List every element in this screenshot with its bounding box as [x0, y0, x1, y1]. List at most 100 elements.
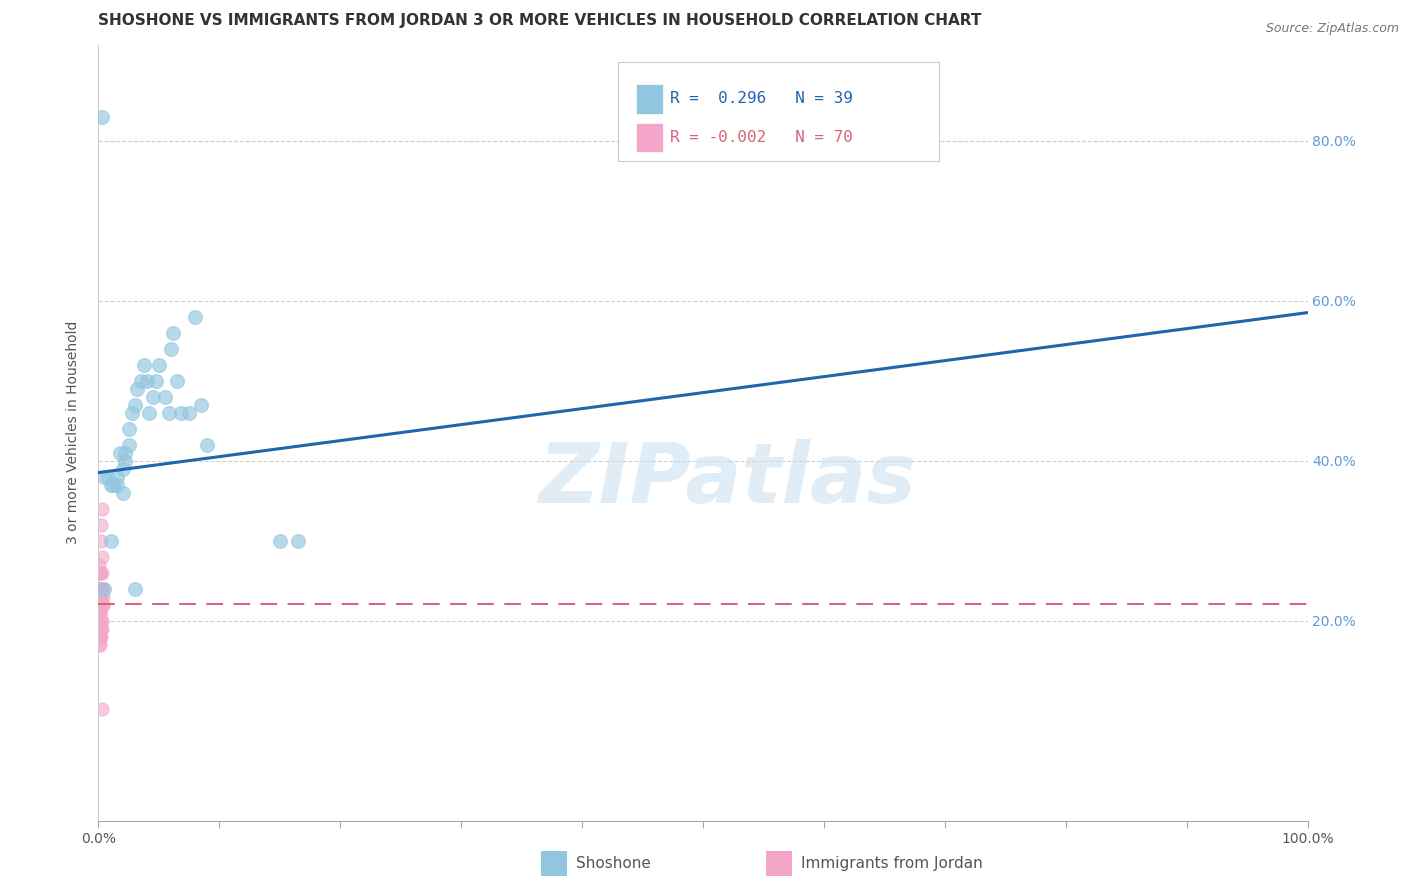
Point — [89, 622, 111, 636]
Point — [87, 582, 110, 596]
Point — [89, 630, 111, 644]
Point — [124, 398, 146, 412]
Point — [105, 477, 128, 491]
Point — [89, 598, 111, 612]
Point — [87, 630, 110, 644]
Point — [90, 598, 112, 612]
Point — [89, 622, 111, 636]
Point — [105, 469, 128, 483]
Point — [89, 630, 111, 644]
Point — [142, 390, 165, 404]
Point — [97, 469, 120, 483]
Point — [91, 590, 114, 604]
Point — [90, 582, 112, 596]
Point — [89, 590, 111, 604]
Point — [148, 358, 170, 372]
Point — [269, 533, 291, 548]
Point — [135, 374, 157, 388]
Point — [87, 622, 110, 636]
Point — [89, 590, 111, 604]
FancyBboxPatch shape — [637, 84, 664, 113]
Point — [153, 390, 176, 404]
Point — [93, 598, 115, 612]
Point — [89, 606, 111, 620]
Point — [89, 622, 111, 636]
Point — [89, 606, 111, 620]
FancyBboxPatch shape — [637, 123, 664, 153]
Point — [162, 326, 184, 340]
Point — [89, 598, 111, 612]
Point — [89, 582, 111, 596]
Text: Immigrants from Jordan: Immigrants from Jordan — [801, 856, 983, 871]
Point — [90, 549, 112, 564]
Point — [184, 310, 207, 324]
Text: R =  0.296   N = 39: R = 0.296 N = 39 — [671, 91, 853, 106]
Point — [90, 517, 112, 532]
Point — [91, 110, 114, 124]
Point — [114, 445, 136, 459]
Point — [89, 582, 111, 596]
Point — [89, 582, 111, 596]
Point — [89, 558, 111, 572]
Point — [90, 566, 112, 580]
Text: R = -0.002   N = 70: R = -0.002 N = 70 — [671, 130, 853, 145]
Point — [89, 598, 111, 612]
Point — [166, 374, 188, 388]
Point — [87, 590, 110, 604]
Point — [89, 582, 111, 596]
Point — [89, 590, 111, 604]
Point — [100, 533, 122, 548]
Point — [89, 566, 111, 580]
Point — [89, 630, 111, 644]
Point — [179, 406, 201, 420]
Point — [90, 701, 112, 715]
Point — [101, 477, 124, 491]
Point — [89, 590, 111, 604]
Point — [124, 582, 146, 596]
Point — [127, 382, 149, 396]
Point — [100, 477, 122, 491]
Point — [89, 582, 111, 596]
Y-axis label: 3 or more Vehicles in Household: 3 or more Vehicles in Household — [66, 321, 80, 544]
Text: Shoshone: Shoshone — [576, 856, 651, 871]
Point — [89, 590, 111, 604]
Point — [89, 598, 111, 612]
Point — [91, 598, 114, 612]
Point — [111, 485, 134, 500]
Point — [90, 630, 112, 644]
Point — [91, 501, 114, 516]
Point — [129, 374, 152, 388]
Point — [118, 422, 141, 436]
Point — [89, 598, 111, 612]
Point — [90, 614, 112, 628]
Point — [195, 437, 218, 451]
Point — [90, 622, 112, 636]
Point — [89, 598, 111, 612]
Point — [134, 358, 156, 372]
Point — [87, 598, 110, 612]
Point — [89, 582, 111, 596]
Point — [87, 582, 110, 596]
Point — [145, 374, 167, 388]
Point — [89, 606, 111, 620]
Point — [111, 461, 134, 475]
Point — [89, 582, 111, 596]
Point — [91, 622, 114, 636]
Point — [89, 566, 111, 580]
Point — [89, 614, 111, 628]
Point — [108, 445, 131, 459]
Point — [89, 598, 111, 612]
Point — [90, 590, 112, 604]
Point — [118, 437, 141, 451]
Point — [89, 638, 111, 652]
Point — [287, 533, 309, 548]
Point — [89, 582, 111, 596]
Point — [160, 342, 183, 356]
Text: ZIPatlas: ZIPatlas — [538, 439, 917, 520]
Point — [89, 638, 111, 652]
Point — [121, 406, 143, 420]
Point — [89, 590, 111, 604]
FancyBboxPatch shape — [619, 62, 939, 161]
Point — [90, 533, 112, 548]
Text: SHOSHONE VS IMMIGRANTS FROM JORDAN 3 OR MORE VEHICLES IN HOUSEHOLD CORRELATION C: SHOSHONE VS IMMIGRANTS FROM JORDAN 3 OR … — [98, 13, 981, 29]
